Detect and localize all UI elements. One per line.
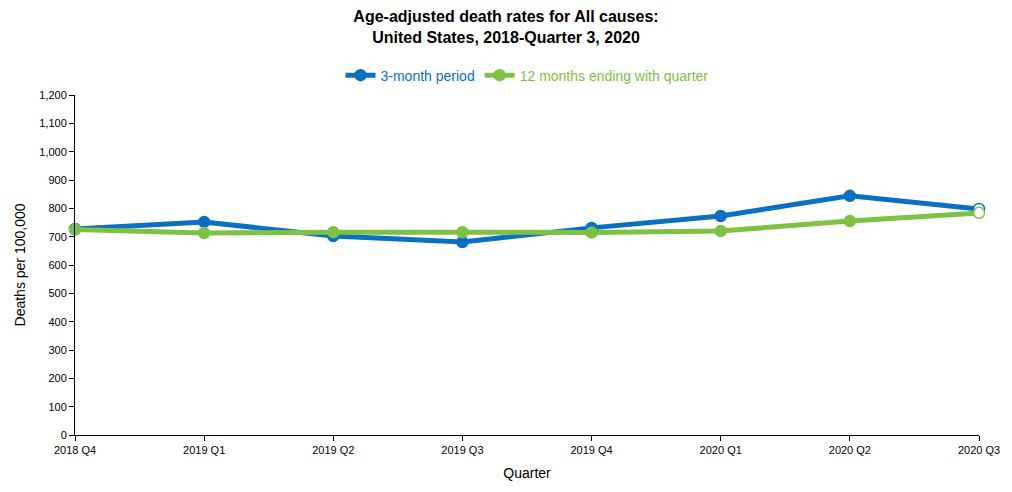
- svg-text:600: 600: [48, 259, 66, 271]
- svg-text:Age-adjusted death rates for A: Age-adjusted death rates for All causes:…: [353, 8, 658, 46]
- svg-text:2019 Q1: 2019 Q1: [183, 444, 225, 456]
- svg-text:200: 200: [48, 372, 66, 384]
- svg-text:100: 100: [48, 401, 66, 413]
- svg-text:2019 Q3: 2019 Q3: [441, 444, 483, 456]
- svg-text:2019 Q2: 2019 Q2: [312, 444, 354, 456]
- svg-text:2020 Q1: 2020 Q1: [700, 444, 742, 456]
- svg-text:0: 0: [61, 429, 67, 441]
- svg-text:Deaths per 100,000: Deaths per 100,000: [12, 203, 28, 326]
- svg-text:3-month period: 3-month period: [381, 68, 475, 84]
- svg-text:500: 500: [48, 287, 66, 299]
- svg-text:900: 900: [48, 174, 66, 186]
- svg-text:1,000: 1,000: [39, 146, 67, 158]
- svg-text:700: 700: [48, 231, 66, 243]
- svg-text:1,200: 1,200: [39, 89, 67, 101]
- svg-text:800: 800: [48, 202, 66, 214]
- svg-text:2018 Q4: 2018 Q4: [54, 444, 96, 456]
- svg-text:12 months ending with quarter: 12 months ending with quarter: [520, 68, 709, 84]
- svg-text:2019 Q4: 2019 Q4: [570, 444, 612, 456]
- svg-text:Quarter: Quarter: [503, 465, 551, 481]
- svg-text:300: 300: [48, 344, 66, 356]
- svg-text:400: 400: [48, 316, 66, 328]
- svg-text:1,100: 1,100: [39, 117, 67, 129]
- svg-text:2020 Q2: 2020 Q2: [829, 444, 871, 456]
- svg-text:2020 Q3: 2020 Q3: [958, 444, 1000, 456]
